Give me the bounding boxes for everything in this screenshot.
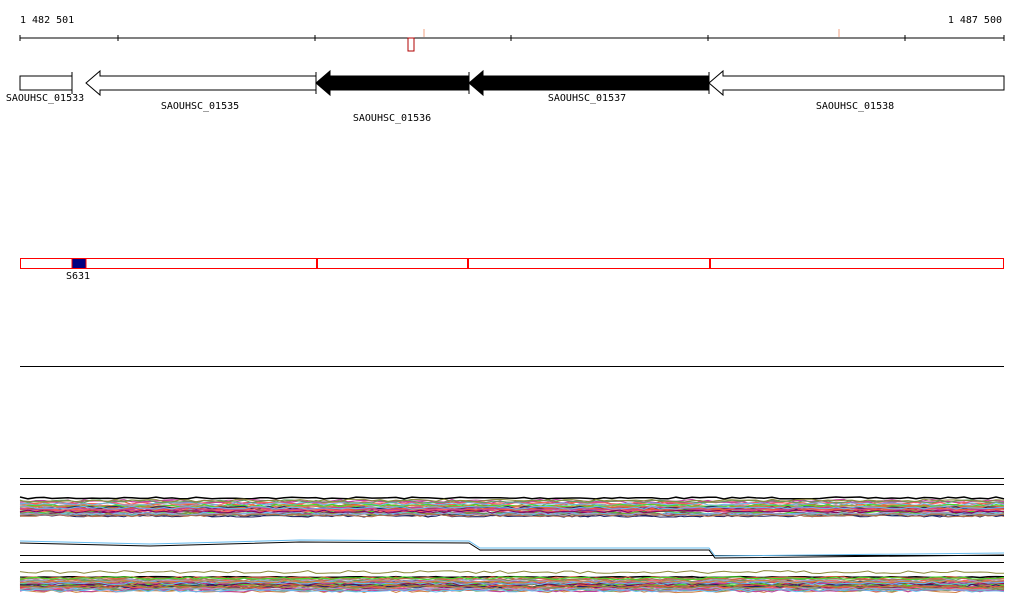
coverage-line (19, 576, 1005, 581)
gene-saouhsc-01535[interactable]: SAOUHSC_01535 (85, 69, 317, 112)
coverage-line (19, 579, 1005, 584)
gene-saouhsc-01538[interactable]: SAOUHSC_01538 (708, 69, 1005, 112)
feature-segment[interactable] (20, 258, 317, 269)
gene-track: SAOUHSC_01533 SAOUHSC_01535 SAOUHSC_0153… (6, 69, 1005, 124)
coverage-line (19, 576, 1005, 581)
coverage-line (19, 584, 1005, 589)
coverage-line (19, 581, 1005, 586)
gene-label: SAOUHSC_01537 (548, 93, 626, 104)
gene-label: SAOUHSC_01535 (161, 101, 239, 112)
coverage-line (19, 541, 1005, 559)
gene-saouhsc-01537[interactable]: SAOUHSC_01537 (468, 69, 710, 104)
coverage-line (19, 496, 1005, 500)
gene-saouhsc-01533[interactable]: SAOUHSC_01533 (6, 72, 84, 104)
feature-segment[interactable] (317, 258, 468, 269)
gene-saouhsc-01536[interactable]: SAOUHSC_01536 (315, 69, 470, 124)
feature-segment[interactable] (710, 258, 1004, 269)
feature-track: S631 (20, 258, 1004, 282)
coverage-line (19, 499, 1005, 504)
coverage-tracks (19, 496, 1005, 594)
coverage-line (19, 509, 1005, 514)
ruler-end-label: 1 487 500 (948, 15, 1002, 26)
ruler-start-label: 1 482 501 (20, 15, 74, 26)
coordinate-ruler: 1 482 501 1 487 500 (19, 15, 1005, 52)
coverage-line (19, 588, 1005, 593)
coverage-line (19, 507, 1005, 512)
coverage-line (19, 513, 1005, 518)
feature-segment[interactable] (468, 258, 710, 269)
gene-label: SAOUHSC_01538 (816, 101, 894, 112)
coverage-line (19, 586, 1005, 591)
feature-label: S631 (66, 271, 90, 282)
coverage-line (19, 539, 1005, 557)
coverage-line (19, 570, 1005, 575)
coverage-line (19, 498, 1005, 503)
gene-label: SAOUHSC_01536 (353, 113, 431, 124)
coverage-line (19, 584, 1005, 589)
feature-s631[interactable] (71, 258, 87, 269)
coverage-line (20, 505, 1005, 510)
gene-label: SAOUHSC_01533 (6, 93, 84, 104)
ruler-marker[interactable] (407, 37, 415, 52)
